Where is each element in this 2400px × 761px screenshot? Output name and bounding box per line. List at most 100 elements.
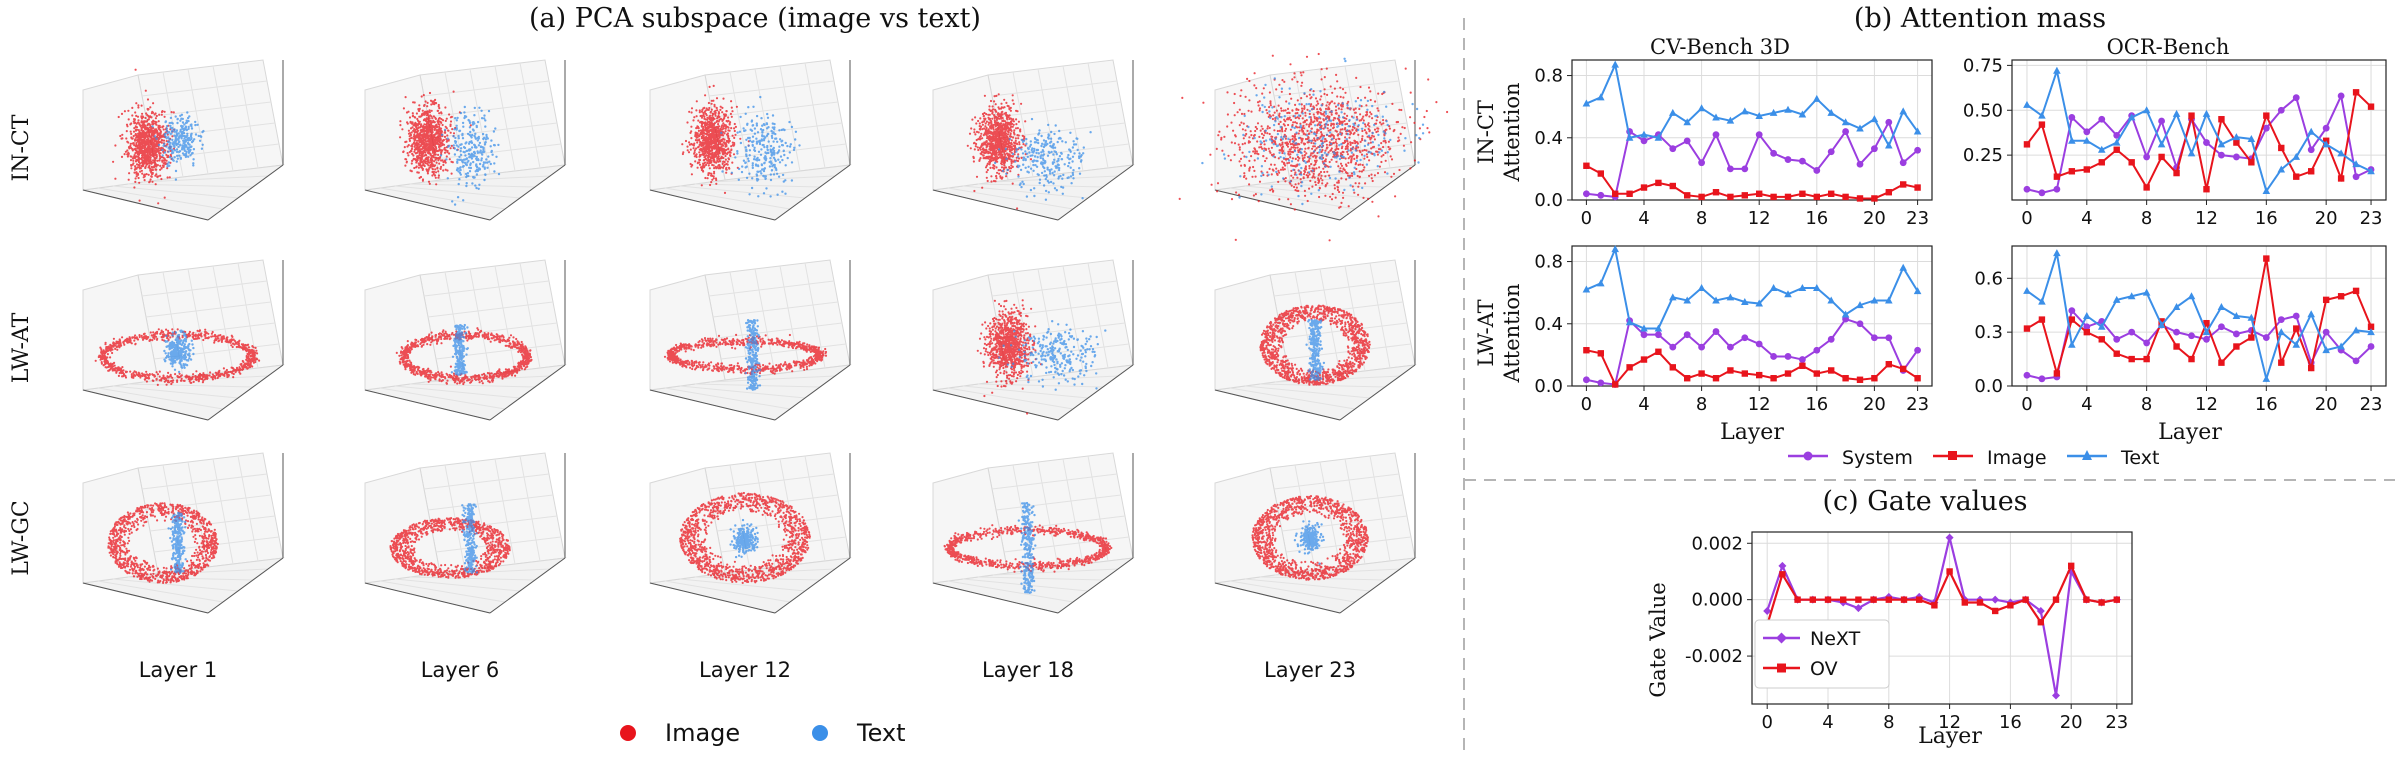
point-system bbox=[1856, 160, 1864, 168]
point-text bbox=[1726, 293, 1735, 301]
pane-grid bbox=[494, 458, 516, 565]
pane-grid bbox=[145, 301, 272, 318]
point-next bbox=[2036, 606, 2045, 615]
pca-col-label-5: Layer 23 bbox=[1264, 658, 1356, 682]
point-system bbox=[1813, 167, 1821, 174]
point-system bbox=[2038, 189, 2046, 197]
pane-grid bbox=[1229, 387, 1356, 410]
x-tick-label: 0 bbox=[1581, 394, 1592, 415]
y-tick-label: 0.4 bbox=[1534, 314, 1563, 335]
point-text bbox=[2352, 160, 2360, 168]
point-image bbox=[2038, 316, 2046, 323]
attention-legend: System Image Text bbox=[1788, 447, 2159, 469]
pca-col-label-1: Layer 1 bbox=[139, 658, 218, 682]
pane-grid bbox=[469, 461, 491, 568]
axis-line bbox=[364, 189, 491, 221]
point-image bbox=[1914, 184, 1921, 191]
pane-grid bbox=[1281, 122, 1408, 139]
point-image bbox=[2083, 166, 2090, 173]
point-image bbox=[1856, 376, 1864, 383]
point-system bbox=[2277, 106, 2285, 114]
point-text bbox=[2053, 249, 2061, 257]
pca-title: (a) PCA subspace (image vs text) bbox=[529, 3, 981, 34]
text-points bbox=[439, 105, 501, 206]
pane-grid bbox=[664, 187, 791, 210]
point-image bbox=[2293, 325, 2300, 332]
point-text bbox=[1899, 107, 1907, 115]
point-text bbox=[1640, 130, 1648, 138]
point-system bbox=[1827, 335, 1835, 343]
pane-grid bbox=[153, 536, 280, 553]
legend-system-label: System bbox=[1842, 447, 1913, 469]
x-tick-label: 20 bbox=[2060, 712, 2083, 733]
image-points bbox=[966, 93, 1033, 210]
point-image bbox=[1813, 193, 1820, 201]
y-tick-label: 0.25 bbox=[1963, 145, 2003, 166]
x-tick-label: 16 bbox=[1805, 394, 1828, 415]
point-image bbox=[2352, 287, 2360, 295]
point-image bbox=[2128, 355, 2135, 363]
pane-grid bbox=[519, 262, 541, 369]
y-tick-label: 0.0 bbox=[1534, 376, 1563, 397]
point-image bbox=[1640, 184, 1648, 191]
point-text bbox=[2322, 140, 2330, 148]
series-line-text bbox=[2026, 252, 2372, 383]
point-system bbox=[1640, 137, 1648, 145]
x-tick-label: 0 bbox=[1581, 208, 1592, 229]
image-points bbox=[681, 84, 750, 194]
point-system bbox=[2203, 335, 2210, 343]
point-text bbox=[1683, 118, 1691, 126]
x-tick-label: 23 bbox=[2360, 208, 2383, 229]
point-image bbox=[2218, 359, 2225, 366]
pane-grid bbox=[708, 280, 835, 297]
attention-col-title-2: OCR-Bench bbox=[2107, 35, 2230, 59]
point-text bbox=[1841, 118, 1850, 126]
series-line-system bbox=[2026, 308, 2372, 380]
point-text bbox=[1697, 284, 1706, 291]
point-image bbox=[2113, 350, 2120, 357]
image-points bbox=[1178, 52, 1449, 242]
pane-grid bbox=[754, 461, 776, 568]
pane-grid bbox=[1062, 265, 1084, 372]
gate-legend-ov-label: OV bbox=[1810, 658, 1838, 680]
point-system bbox=[1799, 356, 1806, 363]
point-image bbox=[1640, 356, 1648, 363]
pane-grid bbox=[991, 80, 1118, 97]
point-system bbox=[2083, 323, 2091, 331]
pane-grid bbox=[1294, 71, 1316, 178]
axis-pane bbox=[649, 274, 726, 391]
x-tick-label: 16 bbox=[1805, 208, 1828, 229]
point-text bbox=[2337, 149, 2345, 157]
pca-legend-image-marker bbox=[620, 725, 636, 741]
pane-grid bbox=[141, 473, 268, 490]
pane-grid bbox=[409, 183, 536, 188]
point-image bbox=[1842, 193, 1849, 201]
point-image bbox=[2367, 323, 2375, 330]
pane-grid bbox=[729, 271, 751, 378]
point-system bbox=[1755, 131, 1763, 139]
y-tick-label: 0.8 bbox=[1534, 66, 1563, 87]
point-image bbox=[2337, 175, 2345, 182]
point-ov bbox=[2052, 596, 2060, 603]
point-text bbox=[2247, 313, 2256, 321]
text-points bbox=[1201, 57, 1425, 206]
attention-panel-ocr-inct: 0 4 8 12 16 20 23 0.25 0.50 0.75 bbox=[1963, 55, 2387, 229]
point-image bbox=[2248, 159, 2255, 166]
point-text bbox=[2232, 133, 2241, 141]
pane-grid bbox=[1273, 473, 1400, 490]
point-text bbox=[1755, 299, 1763, 307]
pane-grid bbox=[1037, 68, 1059, 175]
pane-grid bbox=[947, 580, 1074, 603]
axis-line bbox=[489, 557, 566, 614]
point-text bbox=[1611, 60, 1619, 68]
point-system bbox=[2367, 343, 2375, 350]
text-points bbox=[998, 319, 1107, 391]
point-image bbox=[1885, 189, 1892, 196]
pca-subplot-2-1 bbox=[82, 259, 285, 421]
point-next bbox=[1854, 604, 1863, 613]
axis-line bbox=[82, 189, 209, 221]
y-tick-label: 0.3 bbox=[1974, 322, 2003, 343]
image-points bbox=[663, 333, 828, 376]
point-text bbox=[2083, 136, 2091, 144]
pane-grid bbox=[1259, 576, 1386, 581]
